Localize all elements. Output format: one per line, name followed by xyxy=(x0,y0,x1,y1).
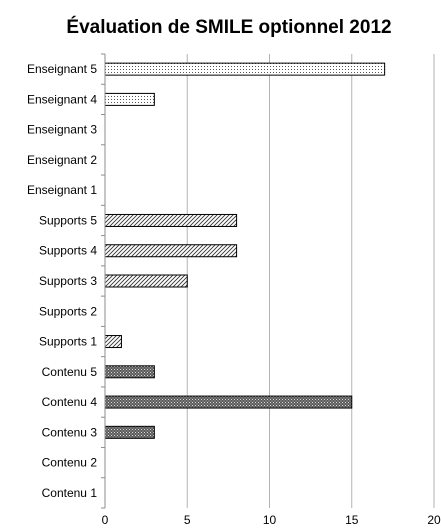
category-label: Contenu 4 xyxy=(42,395,98,409)
category-label: Contenu 1 xyxy=(42,486,98,500)
category-label: Enseignant 2 xyxy=(27,153,97,167)
grid-lines xyxy=(186,54,435,508)
bar xyxy=(104,92,155,106)
bar xyxy=(104,395,353,409)
x-tick-label: 20 xyxy=(427,513,441,527)
category-labels: Enseignant 5 Enseignant 4 Enseignant 3 Ense… xyxy=(27,62,97,500)
category-label: Supports 2 xyxy=(39,304,97,318)
category-label: Supports 4 xyxy=(39,244,97,258)
category-label: Supports 3 xyxy=(39,274,97,288)
x-tick-label: 15 xyxy=(345,513,359,527)
bar xyxy=(104,425,155,439)
category-label: Contenu 5 xyxy=(42,365,98,379)
bar xyxy=(104,274,188,288)
axes xyxy=(101,53,106,509)
bar xyxy=(104,244,238,258)
x-tick-label: 5 xyxy=(184,513,191,527)
bar xyxy=(104,62,386,76)
x-tick-label: 10 xyxy=(263,513,277,527)
chart-title: Évaluation de SMILE optionnel 2012 xyxy=(66,16,391,38)
x-tick-label: 0 xyxy=(102,513,109,527)
category-label: Contenu 2 xyxy=(42,456,98,470)
bar xyxy=(104,365,155,379)
category-label: Supports 5 xyxy=(39,213,97,227)
bar xyxy=(104,335,122,349)
category-label: Contenu 3 xyxy=(42,425,98,439)
bar xyxy=(104,213,238,227)
bars xyxy=(104,62,386,439)
category-label: Enseignant 3 xyxy=(27,123,97,137)
x-tick-labels: 0 5 10 15 20 xyxy=(102,513,441,527)
category-label: Enseignant 4 xyxy=(27,92,97,106)
category-label: Enseignant 5 xyxy=(27,62,97,76)
category-label: Enseignant 1 xyxy=(27,183,97,197)
category-label: Supports 1 xyxy=(39,335,97,349)
